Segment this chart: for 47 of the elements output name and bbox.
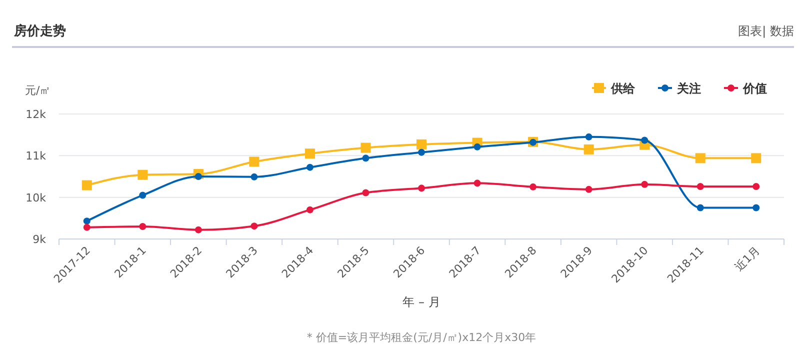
y-axis-title: 元/㎡ [25,84,51,97]
point [250,173,258,180]
legend-label: 关注 [676,82,701,96]
point [530,183,537,190]
text: 图表| 数据 [738,24,794,38]
point [641,136,648,144]
point [416,139,426,150]
legend-label: 供给 [610,82,636,96]
point [306,206,314,214]
legend-label: 价值 [742,82,767,96]
point [306,164,314,171]
point [474,143,481,150]
point [139,192,146,199]
point [695,153,706,164]
x-axis-title: 年 – 月 [402,295,440,309]
point [194,226,202,234]
point [360,142,371,153]
point [83,218,90,225]
point [752,204,760,212]
point [418,184,425,192]
point [474,180,481,187]
point [304,148,315,159]
point [83,224,90,231]
point [418,148,425,156]
text: * 价值=该月平均租金(元/月/㎡)x12个月x30年 [306,331,536,344]
y-tick-label: 11k [26,150,47,163]
point [250,222,258,230]
y-tick-label: 10k [26,191,47,204]
chart-title: 房价走势 [13,23,66,39]
point [194,173,202,180]
y-tick-label: 9k [32,233,47,246]
point [751,153,762,164]
point [696,204,704,212]
point [696,183,704,190]
point [362,189,370,196]
point [139,223,146,230]
point [249,156,260,167]
point [584,144,594,154]
point [585,186,592,193]
point [641,180,648,188]
x-tick-label: 近1月 [732,244,762,274]
point [82,180,92,190]
point [585,133,592,140]
point [138,170,148,180]
y-tick-label: 12k [26,108,47,121]
point [362,154,370,162]
point [752,183,760,190]
